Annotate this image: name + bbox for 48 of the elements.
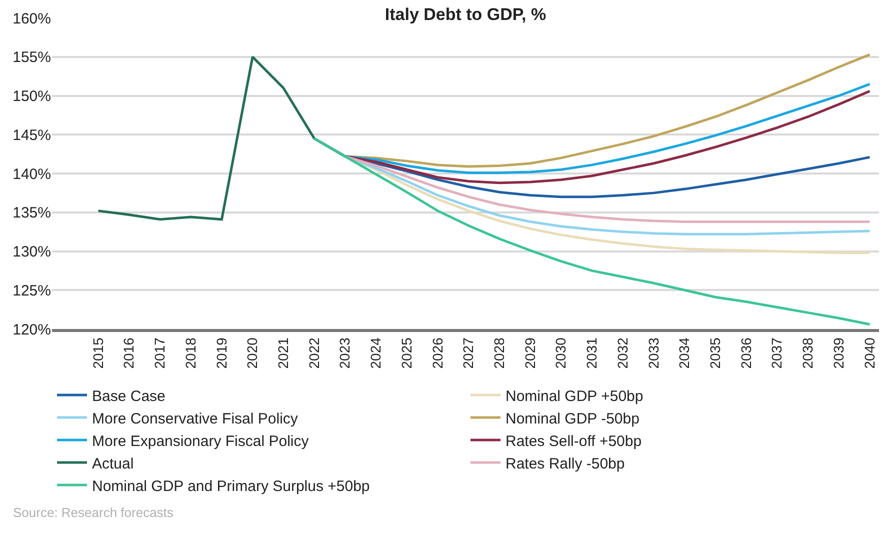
x-tick-label: 2027 [460, 337, 476, 369]
x-tick-label: 2034 [676, 337, 692, 369]
x-tick-label: 2040 [861, 337, 878, 369]
x-tick-label: 2023 [336, 337, 353, 369]
x-tick-label: 2024 [368, 337, 384, 369]
x-tick-label: 2031 [584, 337, 600, 369]
y-tick-label: 150% [12, 88, 51, 105]
x-tick-label: 2019 [213, 337, 230, 369]
legend-label: Rates Rally -50bp [506, 455, 625, 472]
x-tick-label: 2033 [645, 337, 662, 369]
line-series [313, 137, 871, 326]
legend-label: More Conservative Fisal Policy [92, 410, 298, 428]
x-tick-label: 2030 [552, 337, 569, 369]
y-tick-label: 155% [12, 49, 51, 66]
x-tick-label: 2025 [398, 337, 414, 369]
x-tick-label: 2021 [274, 337, 291, 369]
x-tick-label: 2035 [707, 337, 723, 369]
x-tick-label: 2026 [429, 337, 446, 369]
chart-title: Italy Debt to GDP, % [384, 5, 546, 24]
x-tick-label: 2016 [120, 337, 137, 369]
legend-label: Nominal GDP -50bp [506, 410, 640, 428]
y-tick-label: 120% [12, 321, 51, 338]
x-tick-label: 2028 [490, 337, 507, 369]
legend-label: Nominal GDP and Primary Surplus +50bp [92, 478, 370, 495]
y-tick-label: 145% [12, 126, 51, 144]
x-tick-label: 2029 [522, 337, 538, 369]
x-tick-label: 2020 [244, 337, 260, 369]
x-tick-label: 2018 [182, 337, 198, 369]
x-tick-label: 2038 [800, 337, 816, 369]
y-tick-label: 130% [12, 244, 51, 260]
y-tick-label: 140% [12, 166, 51, 183]
x-tick-label: 2015 [90, 337, 106, 369]
y-tick-label: 125% [12, 282, 51, 300]
x-tick-label: 2036 [738, 337, 754, 369]
legend-label: Rates Sell-off +50bp [506, 432, 642, 450]
legend-label: Base Case [92, 388, 166, 405]
y-tick-label: 160% [12, 10, 51, 28]
legend-label: Actual [92, 455, 134, 472]
legend-label: More Expansionary Fiscal Policy [92, 432, 310, 450]
source-note: Source: Research forecasts [13, 505, 174, 520]
x-tick-label: 2022 [306, 337, 322, 369]
x-tick-label: 2039 [830, 337, 846, 369]
legend-label: Nominal GDP +50bp [506, 388, 644, 405]
x-tick-label: 2017 [152, 337, 168, 369]
y-tick-label: 135% [12, 204, 51, 222]
line-series [97, 56, 316, 221]
x-tick-label: 2032 [614, 337, 630, 369]
x-tick-label: 2037 [768, 337, 785, 369]
